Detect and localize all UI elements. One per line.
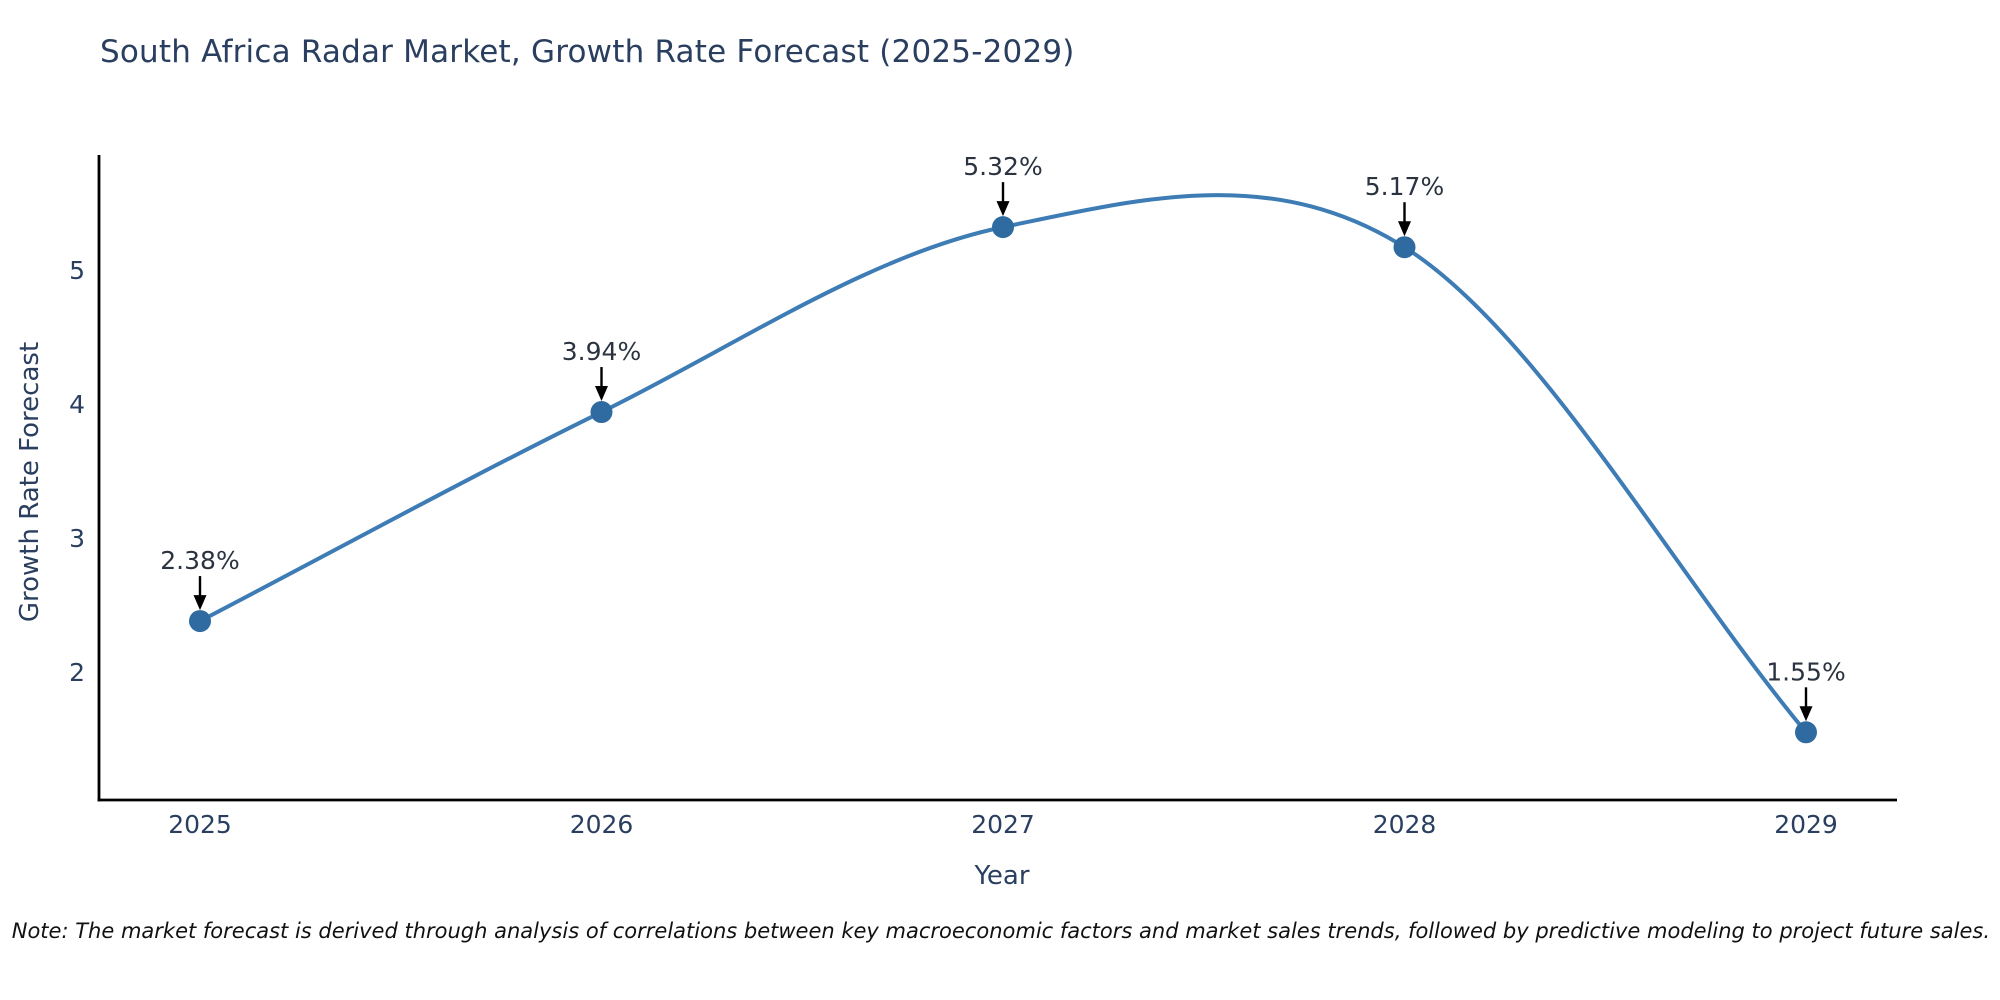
annotation-arrow-head bbox=[1398, 221, 1411, 237]
data-point-2025 bbox=[189, 610, 211, 633]
point-value-label: 3.94% bbox=[562, 337, 641, 366]
y-tick-label: 2 bbox=[69, 658, 85, 687]
x-tick-label: 2029 bbox=[1774, 810, 1838, 839]
data-point-2028 bbox=[1393, 236, 1416, 259]
y-tick-label: 4 bbox=[69, 390, 85, 419]
annotation-arrow-head bbox=[1799, 706, 1813, 722]
annotation-arrow-head bbox=[193, 595, 207, 611]
point-value-label: 2.38% bbox=[160, 546, 239, 575]
data-point-2027 bbox=[992, 216, 1014, 239]
x-tick-label: 2028 bbox=[1373, 810, 1437, 839]
x-tick-label: 2027 bbox=[971, 810, 1035, 839]
point-value-label: 5.17% bbox=[1365, 172, 1444, 201]
x-axis-title: Year bbox=[974, 861, 1030, 891]
x-tick-label: 2026 bbox=[570, 810, 634, 839]
x-tick-label: 2025 bbox=[168, 810, 232, 839]
annotation-arrow-head bbox=[595, 386, 608, 402]
data-point-2026 bbox=[590, 401, 613, 424]
data-point-2029 bbox=[1795, 721, 1817, 744]
forecast-line bbox=[198, 193, 1808, 735]
chart-title: South Africa Radar Market, Growth Rate F… bbox=[100, 34, 1075, 70]
annotation-arrow-head bbox=[996, 201, 1010, 217]
point-value-label: 5.32% bbox=[963, 152, 1042, 181]
point-value-label: 1.55% bbox=[1766, 657, 1845, 686]
y-tick-label: 5 bbox=[69, 256, 85, 285]
footnote: Note: The market forecast is derived thr… bbox=[11, 919, 1990, 943]
y-tick-label: 3 bbox=[69, 524, 85, 553]
